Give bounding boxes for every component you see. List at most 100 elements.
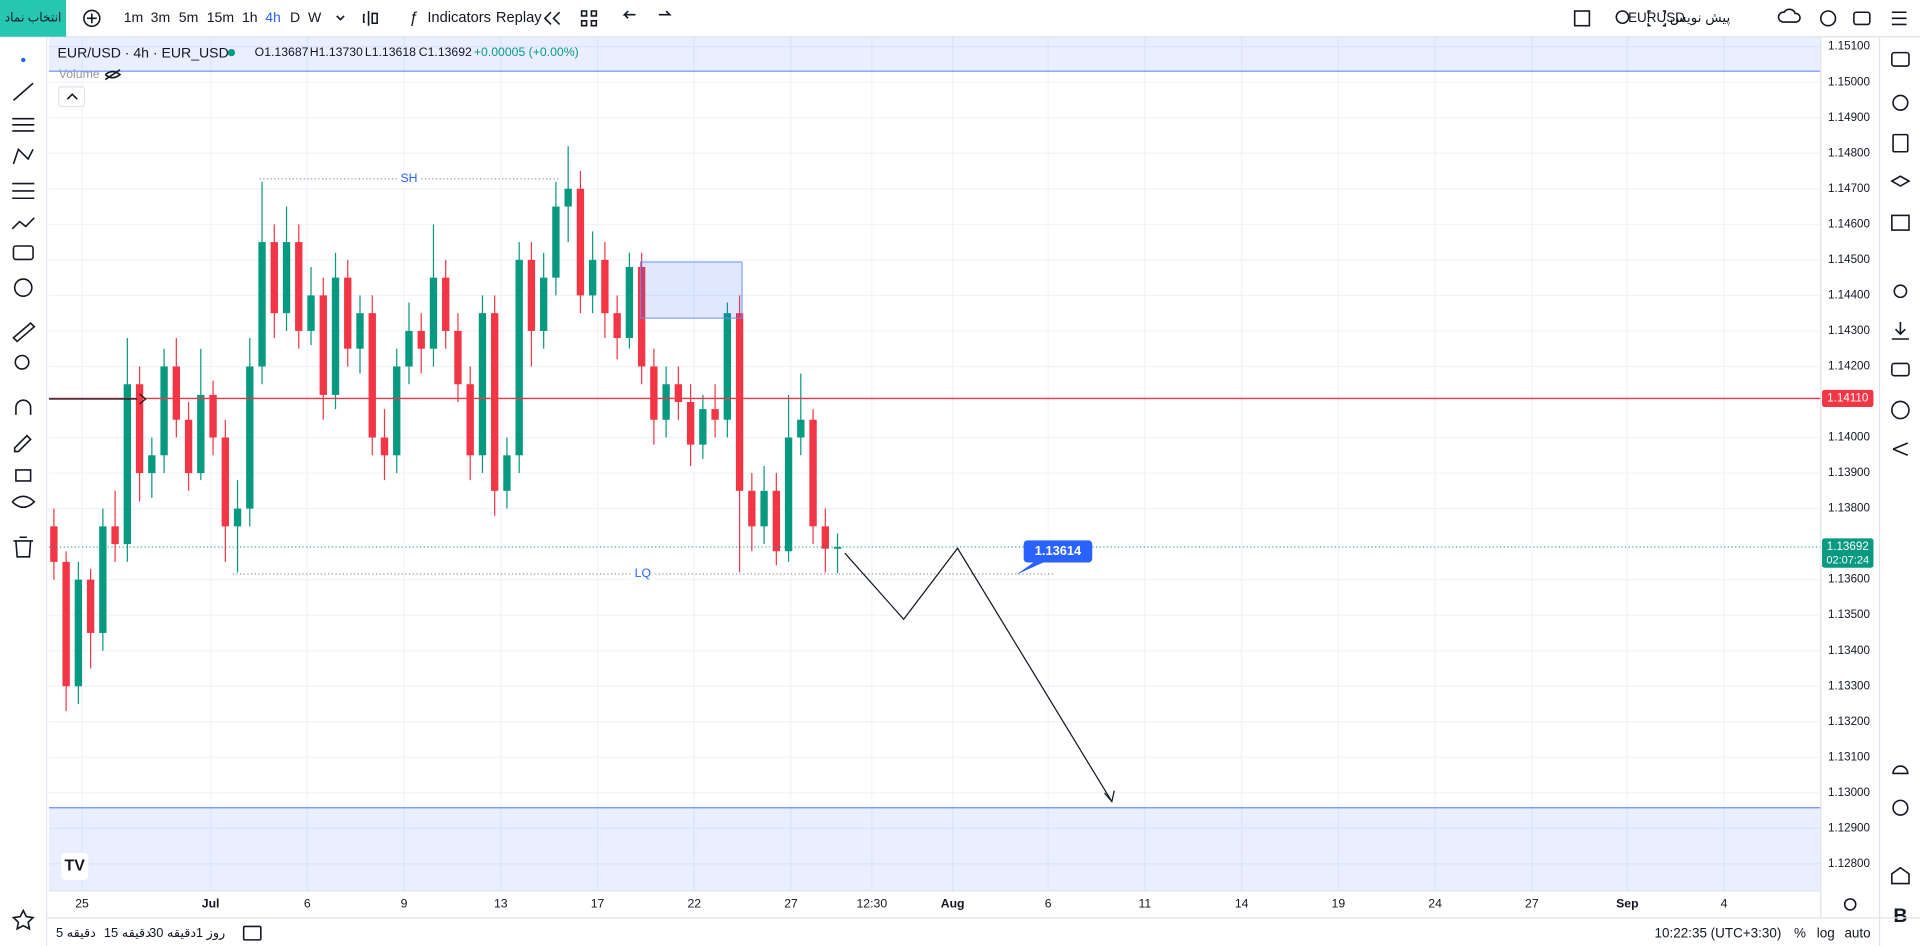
support-icon[interactable] bbox=[1892, 799, 1909, 816]
add-icon[interactable] bbox=[83, 9, 101, 28]
download-icon[interactable] bbox=[1891, 321, 1909, 340]
candle-body bbox=[748, 490, 756, 527]
x-tick-label: 22 bbox=[687, 897, 701, 911]
watchlist-icon[interactable] bbox=[1891, 51, 1910, 67]
layers-icon[interactable] bbox=[1890, 175, 1911, 187]
home-icon[interactable] bbox=[1891, 866, 1910, 885]
countdown-label: 02:07:24 bbox=[1826, 554, 1869, 566]
y-tick-label: 1.14700 bbox=[1828, 182, 1870, 195]
label-bg bbox=[630, 566, 656, 582]
replay-button[interactable]: Replay bbox=[496, 10, 542, 26]
legend-high: H1.13730 bbox=[310, 45, 363, 59]
brand-icon[interactable]: B bbox=[1893, 905, 1907, 927]
symbol-button[interactable] bbox=[0, 0, 67, 37]
eye-icon[interactable] bbox=[11, 495, 36, 509]
camera-icon[interactable] bbox=[1853, 11, 1871, 26]
fib-icon[interactable] bbox=[12, 117, 35, 132]
x-tick-label: 14 bbox=[1235, 897, 1249, 911]
candle-body bbox=[307, 295, 315, 331]
range-button[interactable]: 30 دقیقه bbox=[149, 925, 196, 940]
magnet-icon[interactable] bbox=[15, 399, 32, 415]
candle-body bbox=[760, 490, 768, 527]
settings-icon[interactable] bbox=[1893, 284, 1908, 299]
pattern-icon[interactable] bbox=[12, 147, 34, 165]
candle-body bbox=[62, 561, 70, 687]
ruler-icon[interactable] bbox=[12, 322, 36, 343]
percent-toggle[interactable]: % bbox=[1794, 925, 1806, 940]
menu-icon[interactable] bbox=[1891, 11, 1907, 26]
zoom-icon[interactable] bbox=[14, 354, 30, 370]
range-button[interactable]: 15 دقیقه bbox=[104, 925, 151, 940]
timeframe-button[interactable]: 4h bbox=[265, 9, 281, 25]
layouts-icon[interactable] bbox=[580, 10, 598, 27]
fullscreen-box-icon[interactable] bbox=[1573, 10, 1591, 27]
text-icon[interactable] bbox=[12, 245, 34, 261]
settings-icon[interactable] bbox=[1820, 10, 1837, 27]
search-icon[interactable] bbox=[1615, 10, 1630, 25]
candle-body bbox=[637, 266, 646, 367]
axis-settings-icon[interactable] bbox=[1843, 898, 1857, 911]
redo-icon[interactable] bbox=[658, 10, 672, 16]
x-tick-label: Jul bbox=[202, 897, 220, 911]
callout-box bbox=[1023, 540, 1093, 563]
label-bg bbox=[397, 171, 420, 187]
candle-body bbox=[160, 366, 168, 456]
add-icon bbox=[86, 13, 97, 24]
y-tick-label: 1.13200 bbox=[1828, 715, 1870, 728]
y-tick-label: 1.13100 bbox=[1828, 750, 1870, 763]
cursor-icon[interactable] bbox=[21, 57, 26, 63]
chart-legend-title: EUR/USD · 4h · EUR_USD bbox=[58, 45, 229, 61]
candle-body bbox=[233, 508, 242, 527]
candle-body bbox=[588, 259, 597, 296]
date-range-icon[interactable] bbox=[242, 925, 262, 941]
symbol-button-label[interactable]: انتخاب نماد bbox=[5, 11, 62, 25]
candle-body bbox=[356, 313, 364, 349]
news-icon[interactable] bbox=[1891, 214, 1910, 231]
candle-body bbox=[258, 242, 266, 367]
trend-line-icon[interactable] bbox=[12, 82, 34, 101]
ray-arrow bbox=[139, 393, 147, 405]
range-button[interactable]: 1 روز bbox=[196, 925, 225, 941]
candle-body bbox=[515, 259, 523, 456]
range-button[interactable]: 5 دقیقه bbox=[56, 925, 96, 940]
x-tick-label: 9 bbox=[401, 897, 408, 911]
timeframe-button[interactable]: 1m bbox=[124, 9, 144, 25]
chart-type-icon[interactable] bbox=[362, 11, 378, 26]
log-toggle[interactable]: log bbox=[1817, 925, 1835, 940]
timeframe-button[interactable]: 15m bbox=[207, 9, 234, 25]
timeframe-button[interactable]: 3m bbox=[151, 9, 171, 25]
candle-body bbox=[576, 188, 585, 296]
expand-icon[interactable] bbox=[1647, 10, 1667, 27]
cloud-icon[interactable] bbox=[1777, 8, 1801, 23]
card-icon[interactable] bbox=[1891, 362, 1910, 377]
bell-icon[interactable] bbox=[1892, 765, 1909, 775]
pencil-icon[interactable] bbox=[13, 434, 32, 453]
candle-body bbox=[393, 366, 401, 456]
forecast-icon[interactable] bbox=[12, 182, 35, 200]
trash-icon[interactable] bbox=[13, 536, 34, 558]
dropdown-icon[interactable] bbox=[336, 15, 345, 21]
collapse-button[interactable] bbox=[58, 86, 86, 108]
timeframe-button[interactable]: D bbox=[290, 9, 300, 25]
hidden-icon[interactable] bbox=[104, 69, 122, 81]
x-tick-label: 11 bbox=[1139, 897, 1152, 911]
account-icon[interactable] bbox=[1891, 400, 1910, 420]
candle-body bbox=[368, 313, 376, 438]
y-tick-label: 1.13500 bbox=[1828, 608, 1870, 621]
timeframe-button[interactable]: 5m bbox=[179, 9, 199, 25]
timeframe-button[interactable]: W bbox=[308, 9, 322, 25]
favorites-icon[interactable] bbox=[11, 908, 35, 931]
alerts-icon[interactable] bbox=[1892, 94, 1909, 111]
undo-icon[interactable] bbox=[622, 10, 636, 19]
x-tick-label: 24 bbox=[1428, 897, 1442, 911]
shapes-icon[interactable] bbox=[11, 217, 35, 230]
emoji-icon[interactable] bbox=[13, 278, 33, 297]
share-icon[interactable] bbox=[1892, 442, 1909, 456]
notes-icon[interactable] bbox=[1892, 133, 1909, 153]
indicators-button[interactable]: Indicators bbox=[427, 10, 491, 26]
lock-icon[interactable] bbox=[15, 469, 32, 482]
projection-arrow bbox=[1104, 790, 1115, 803]
auto-toggle[interactable]: auto bbox=[1844, 925, 1870, 940]
timeframe-button[interactable]: 1h bbox=[242, 9, 258, 25]
